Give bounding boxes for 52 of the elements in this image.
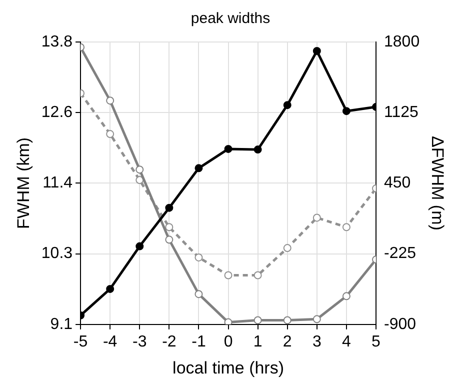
y-axis-title: FWHM (km) [14,137,33,229]
x-tick-label: -2 [162,333,176,350]
point [283,316,292,324]
point [254,146,262,154]
point [342,107,350,116]
point [312,47,321,56]
point [106,130,114,138]
point [283,101,292,110]
point [312,315,321,324]
x-tick-label: 4 [342,333,352,350]
point [224,271,232,280]
point [224,144,232,153]
y2-tick-label: 450 [384,174,411,192]
point [194,164,203,172]
y-tick-label: 11.4 [42,174,73,192]
y2-tick-label: 1125 [384,104,419,122]
x-tick-label: -4 [102,333,118,350]
point [254,316,262,324]
x-axis-title: local time (hrs) [172,358,284,378]
point [254,271,262,280]
point [194,253,203,262]
x-tick-label: 5 [372,333,381,350]
point [342,223,350,232]
point [165,236,174,244]
x-tick-label: 1 [253,333,262,350]
point [136,166,144,174]
point [165,204,174,212]
chart-title: peak widths [190,10,270,28]
x-tick-label: -3 [132,333,147,350]
point [342,292,350,300]
point [194,290,203,298]
x-tick-label: 0 [224,333,233,350]
y-tick-label: 13.8 [41,33,73,50]
y-tick-label: 9.1 [50,316,73,333]
point [283,244,292,252]
y-tick-label: 12.6 [41,104,73,122]
point [165,223,174,232]
point [136,176,144,184]
x-tick-label: 2 [282,333,292,350]
y2-axis-title: ΔFWHM (m) [428,136,448,230]
point [224,318,232,324]
x-tick-label: -1 [192,333,206,350]
x-tick-label: -5 [73,333,88,350]
y-tick-label: 10.3 [41,245,73,262]
y2-tick-label: -225 [384,245,416,262]
point [106,96,114,105]
x-tick-label: 3 [312,333,322,350]
y2-tick-label: -900 [384,316,416,333]
point [106,284,114,293]
point [136,242,144,250]
y2-tick-label: 1800 [384,33,420,50]
point [312,214,321,222]
